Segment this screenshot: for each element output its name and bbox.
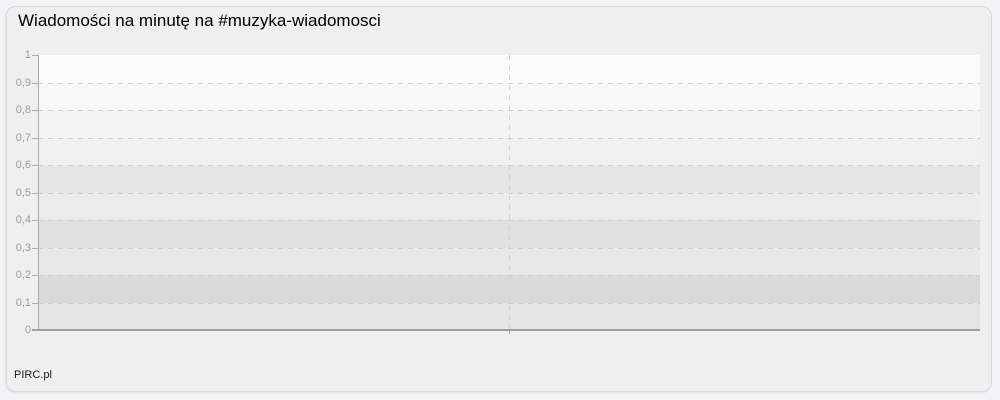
- chart-title: Wiadomości na minutę na #muzyka-wiadomos…: [18, 11, 381, 30]
- y-axis-tick: [32, 330, 38, 331]
- horizontal-gridline: [38, 302, 980, 304]
- y-axis-tick: [32, 165, 38, 166]
- horizontal-gridline: [38, 110, 980, 111]
- horizontal-gridline: [38, 137, 980, 139]
- y-axis-tick: [32, 110, 38, 111]
- y-axis-label: 0: [24, 324, 31, 336]
- y-axis-label: 0,4: [15, 214, 31, 226]
- site-brand: PIRC.pl: [14, 369, 52, 381]
- y-axis-label: 0,7: [15, 131, 31, 144]
- y-axis-tick: [32, 302, 38, 304]
- y-axis-tick: [32, 192, 38, 194]
- x-axis-line: [32, 329, 980, 331]
- x-axis-center-tick: [509, 331, 510, 334]
- y-axis-tick: [32, 82, 38, 84]
- y-axis-label: 0,9: [15, 76, 31, 89]
- y-axis-labels: 1 0,9 0,8 0,7 0,6 0,5 0,4 0,3 0,2 0,1 0: [0, 49, 31, 336]
- y-axis-label: 0,6: [15, 159, 31, 171]
- y-axis-label: 1: [24, 49, 31, 61]
- y-axis-tick: [32, 247, 38, 249]
- y-axis-tick: [32, 220, 38, 221]
- y-axis-label: 0,5: [15, 186, 31, 199]
- horizontal-gridline: [38, 247, 980, 249]
- horizontal-gridline: [38, 192, 980, 194]
- y-axis-label: 0,2: [15, 269, 31, 281]
- y-axis-tick: [32, 55, 38, 56]
- y-axis-tick: [32, 137, 38, 139]
- y-axis-label: 0,8: [15, 104, 31, 116]
- plot-area: [38, 55, 980, 330]
- horizontal-gridline: [38, 275, 980, 276]
- horizontal-gridline: [38, 82, 980, 84]
- y-axis-label: 0,1: [15, 296, 31, 309]
- horizontal-gridline: [38, 165, 980, 166]
- y-axis-label: 0,3: [15, 241, 31, 254]
- horizontal-gridline: [38, 220, 980, 221]
- y-axis-tick: [32, 275, 38, 276]
- y-axis-line: [38, 55, 39, 330]
